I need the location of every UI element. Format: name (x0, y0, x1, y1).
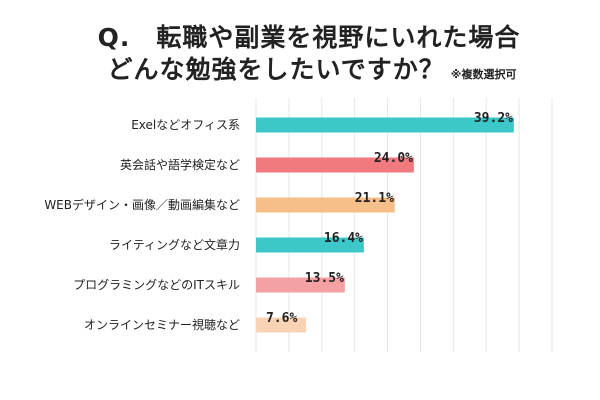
title-question-line2: どんな勉強をしたいですか？ ※複数選択可 (24, 54, 600, 91)
category-label: WEBデザイン・画像／動画編集など (44, 197, 240, 212)
data-label: 21.1% (355, 191, 394, 206)
data-label: 24.0% (374, 151, 413, 166)
bar (256, 277, 345, 293)
category-label: プログラミングなどのITスキル (73, 278, 240, 292)
title-question: Q. 転職や副業を視野にいれた場合 (97, 23, 521, 52)
bar (256, 197, 395, 213)
category-label: ライティングなど文章力 (109, 237, 240, 252)
category-label: オンラインセミナー視聴など (84, 317, 240, 332)
bar (256, 237, 364, 253)
data-label: 39.2% (474, 111, 513, 126)
data-label: 16.4% (324, 231, 363, 246)
data-label: 7.6% (266, 311, 297, 326)
bar (256, 117, 514, 133)
category-label: Exelなどオフィス系 (131, 118, 240, 132)
data-label: 13.5% (305, 271, 344, 286)
multiple-choice-note: ※複数選択可 (450, 68, 517, 81)
category-label: 英会話や語学検定など (120, 157, 240, 172)
title-question-line2-text: どんな勉強をしたいですか？ (107, 55, 445, 84)
bar (256, 157, 414, 173)
bar (256, 317, 306, 333)
chart-title: Q. 転職や副業を視野にいれた場合 どんな勉強をしたいですか？ ※複数選択可 (0, 22, 600, 91)
